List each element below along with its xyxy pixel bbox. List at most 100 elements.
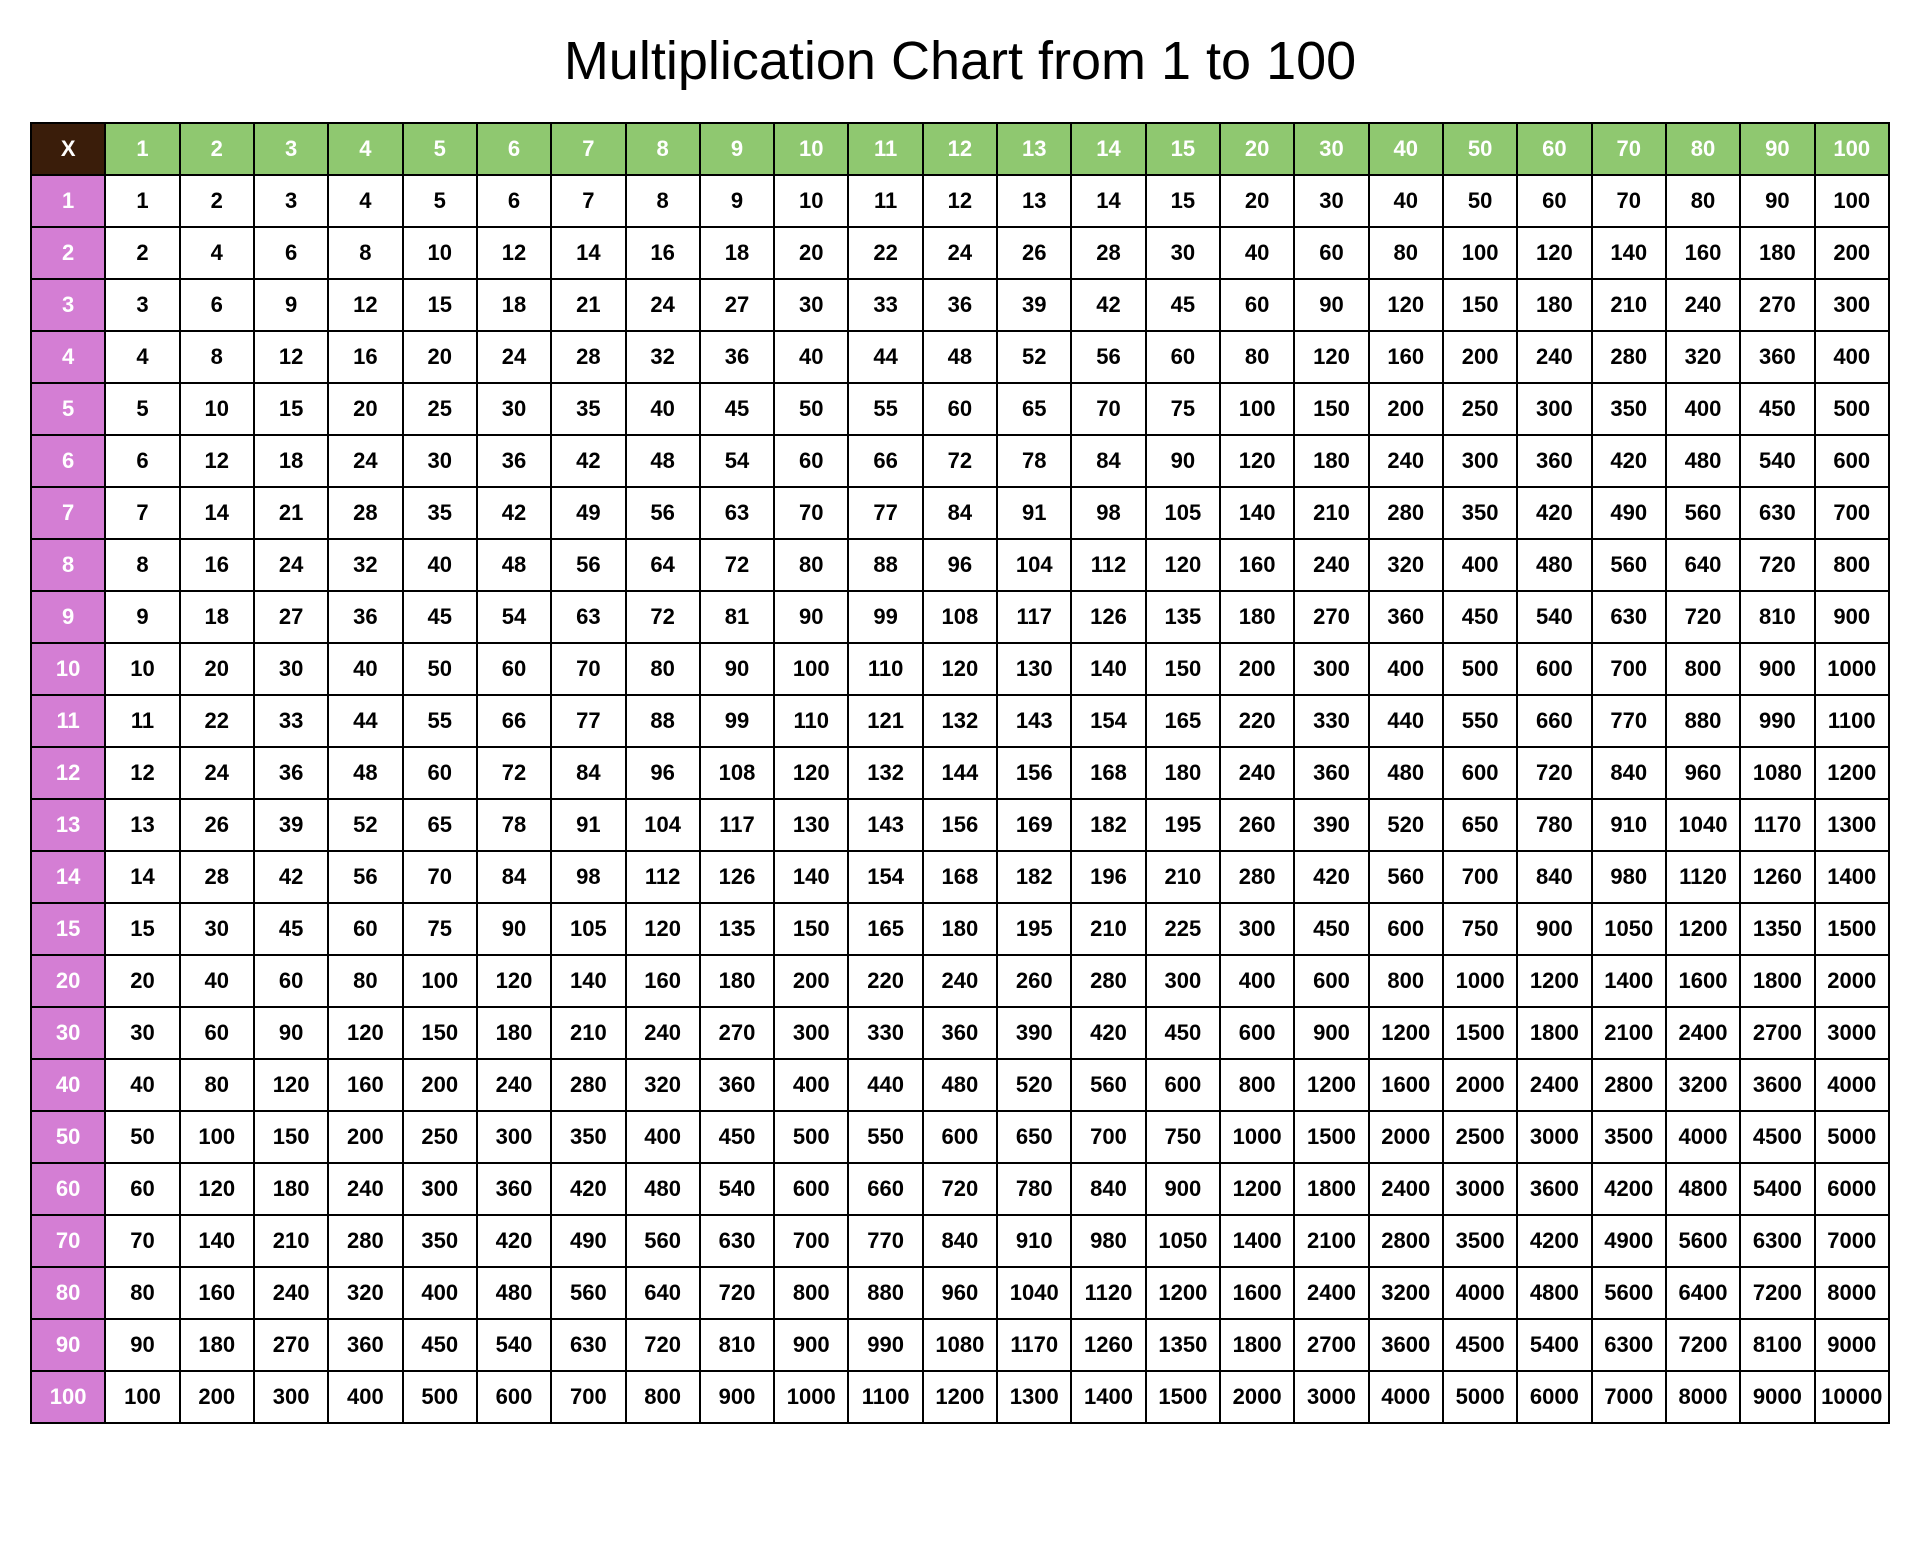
data-cell: 1600 xyxy=(1666,955,1740,1007)
data-cell: 240 xyxy=(626,1007,700,1059)
data-cell: 600 xyxy=(477,1371,551,1423)
data-cell: 560 xyxy=(1592,539,1666,591)
data-cell: 10 xyxy=(180,383,254,435)
data-cell: 9 xyxy=(700,175,774,227)
col-header: 14 xyxy=(1071,123,1145,175)
data-cell: 160 xyxy=(180,1267,254,1319)
data-cell: 4 xyxy=(180,227,254,279)
row-header: 6 xyxy=(31,435,105,487)
data-cell: 100 xyxy=(105,1371,179,1423)
data-cell: 1300 xyxy=(997,1371,1071,1423)
data-cell: 1000 xyxy=(1815,643,1890,695)
row-header: 80 xyxy=(31,1267,105,1319)
data-cell: 117 xyxy=(997,591,1071,643)
col-header: 70 xyxy=(1592,123,1666,175)
data-cell: 42 xyxy=(1071,279,1145,331)
data-cell: 26 xyxy=(997,227,1071,279)
data-cell: 78 xyxy=(997,435,1071,487)
data-cell: 2500 xyxy=(1443,1111,1517,1163)
data-cell: 480 xyxy=(626,1163,700,1215)
data-cell: 72 xyxy=(477,747,551,799)
data-cell: 650 xyxy=(1443,799,1517,851)
data-cell: 132 xyxy=(848,747,922,799)
data-cell: 21 xyxy=(254,487,328,539)
data-cell: 64 xyxy=(626,539,700,591)
col-header: 3 xyxy=(254,123,328,175)
data-cell: 5000 xyxy=(1443,1371,1517,1423)
data-cell: 120 xyxy=(328,1007,402,1059)
col-header: 15 xyxy=(1146,123,1220,175)
data-cell: 18 xyxy=(180,591,254,643)
data-cell: 6 xyxy=(105,435,179,487)
data-cell: 13 xyxy=(997,175,1071,227)
data-cell: 60 xyxy=(477,643,551,695)
data-cell: 3000 xyxy=(1294,1371,1368,1423)
data-cell: 70 xyxy=(105,1215,179,1267)
data-cell: 112 xyxy=(1071,539,1145,591)
data-cell: 1100 xyxy=(848,1371,922,1423)
data-cell: 400 xyxy=(1220,955,1294,1007)
data-cell: 160 xyxy=(1369,331,1443,383)
col-header: 90 xyxy=(1740,123,1814,175)
col-header: 4 xyxy=(328,123,402,175)
data-cell: 720 xyxy=(700,1267,774,1319)
data-cell: 44 xyxy=(328,695,402,747)
data-cell: 156 xyxy=(923,799,997,851)
data-cell: 60 xyxy=(1517,175,1591,227)
data-cell: 1200 xyxy=(1146,1267,1220,1319)
data-cell: 90 xyxy=(700,643,774,695)
data-cell: 240 xyxy=(477,1059,551,1111)
data-cell: 240 xyxy=(1220,747,1294,799)
data-cell: 330 xyxy=(848,1007,922,1059)
data-cell: 91 xyxy=(551,799,625,851)
data-cell: 500 xyxy=(774,1111,848,1163)
data-cell: 650 xyxy=(997,1111,1071,1163)
data-cell: 20 xyxy=(180,643,254,695)
data-cell: 180 xyxy=(1146,747,1220,799)
data-cell: 75 xyxy=(403,903,477,955)
data-cell: 84 xyxy=(923,487,997,539)
data-cell: 12 xyxy=(180,435,254,487)
data-cell: 80 xyxy=(626,643,700,695)
data-cell: 320 xyxy=(626,1059,700,1111)
data-cell: 500 xyxy=(1815,383,1890,435)
data-cell: 90 xyxy=(105,1319,179,1371)
data-cell: 52 xyxy=(328,799,402,851)
data-cell: 360 xyxy=(700,1059,774,1111)
data-cell: 420 xyxy=(1294,851,1368,903)
data-cell: 30 xyxy=(105,1007,179,1059)
row-header: 2 xyxy=(31,227,105,279)
data-cell: 48 xyxy=(328,747,402,799)
data-cell: 450 xyxy=(403,1319,477,1371)
data-cell: 1400 xyxy=(1592,955,1666,1007)
data-cell: 780 xyxy=(997,1163,1071,1215)
data-cell: 910 xyxy=(997,1215,1071,1267)
data-cell: 28 xyxy=(1071,227,1145,279)
col-header: 2 xyxy=(180,123,254,175)
data-cell: 3500 xyxy=(1443,1215,1517,1267)
data-cell: 120 xyxy=(1146,539,1220,591)
data-cell: 77 xyxy=(551,695,625,747)
col-header: 50 xyxy=(1443,123,1517,175)
data-cell: 140 xyxy=(551,955,625,1007)
data-cell: 50 xyxy=(105,1111,179,1163)
data-cell: 800 xyxy=(1815,539,1890,591)
data-cell: 450 xyxy=(1443,591,1517,643)
data-cell: 210 xyxy=(1071,903,1145,955)
data-cell: 35 xyxy=(403,487,477,539)
data-cell: 144 xyxy=(923,747,997,799)
data-cell: 1120 xyxy=(1666,851,1740,903)
row-header: 7 xyxy=(31,487,105,539)
row-header: 11 xyxy=(31,695,105,747)
data-cell: 150 xyxy=(1146,643,1220,695)
data-cell: 720 xyxy=(923,1163,997,1215)
data-cell: 20 xyxy=(774,227,848,279)
data-cell: 1260 xyxy=(1071,1319,1145,1371)
data-cell: 770 xyxy=(848,1215,922,1267)
data-cell: 1200 xyxy=(1666,903,1740,955)
data-cell: 1200 xyxy=(1369,1007,1443,1059)
data-cell: 180 xyxy=(1220,591,1294,643)
data-cell: 2800 xyxy=(1592,1059,1666,1111)
data-cell: 480 xyxy=(923,1059,997,1111)
data-cell: 540 xyxy=(700,1163,774,1215)
